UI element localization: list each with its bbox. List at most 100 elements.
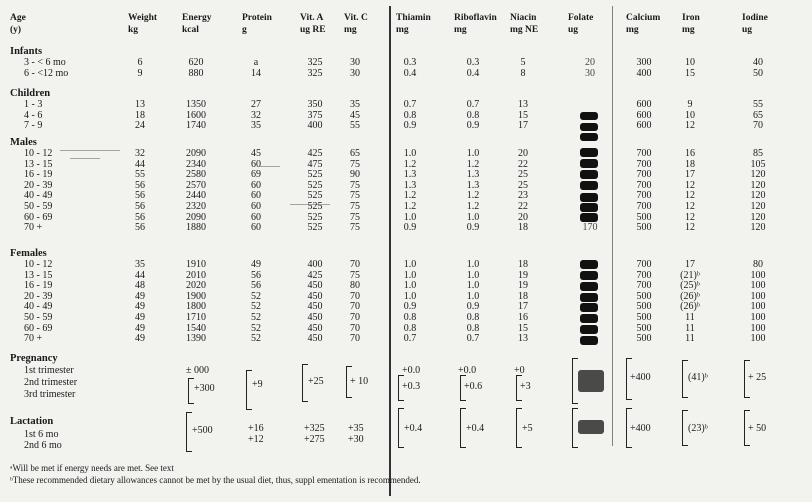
cell-value: 35 (135, 259, 145, 270)
cell-value: 49 (135, 333, 145, 345)
cell-value: 425 (307, 148, 323, 159)
cell-value: 100 (750, 290, 766, 302)
cell-value: 0.8 (466, 109, 480, 121)
cell-value: 25 (518, 179, 528, 191)
footnote: ᵇThese recommended dietary allowances ca… (10, 475, 421, 485)
cell-value: 11 (685, 322, 695, 334)
cell-value: + 50 (748, 423, 767, 434)
cell-value: 0.9 (466, 301, 480, 313)
cell-value: 52 (251, 290, 261, 302)
header-iodine: Iodine ug (742, 12, 768, 36)
cell-value: 500 (636, 312, 652, 323)
bracket (626, 408, 632, 448)
cell-value: (25)ᵇ (680, 280, 700, 292)
cell-value: +275 (304, 434, 325, 445)
cell-value: 1.0 (403, 211, 417, 223)
cell-value: 22 (518, 201, 528, 212)
cell-value: +30 (348, 434, 364, 445)
cell-value: 425 (307, 269, 323, 281)
cell-value: 450 (307, 333, 323, 345)
cell-value: 70 (350, 301, 360, 313)
cell-value: 300 (636, 57, 652, 68)
cell-value: 52 (251, 312, 261, 323)
cell-value: 450 (307, 280, 323, 292)
cell-value: 325 (307, 67, 323, 79)
cell-value: +3 (520, 381, 531, 392)
cell-value: 30 (585, 67, 595, 79)
header-line1: Vit. C (344, 13, 368, 23)
cell-value: 52 (251, 301, 261, 313)
cell-value: 1.0 (403, 269, 417, 281)
cell-value: 15 (518, 109, 528, 121)
header-line1: Riboflavin (454, 13, 497, 23)
cell-value: 35 (251, 120, 261, 132)
cell-value: 1.0 (466, 148, 480, 159)
cell-value: 50 (753, 67, 763, 79)
cell-value: + 25 (748, 372, 767, 383)
bracket (516, 408, 522, 448)
cell-value: 0.9 (403, 222, 417, 234)
folate-smudge (580, 159, 598, 168)
cell-value: 1.2 (403, 158, 417, 170)
cell-value: 32 (135, 148, 145, 159)
cell-value: 14 (251, 67, 261, 79)
header-line2: mg NE (510, 25, 539, 35)
cell-value: 44 (135, 269, 145, 281)
cell-value: 69 (251, 169, 261, 181)
folate-smudge (580, 213, 598, 222)
cell-value: 2440 (186, 190, 206, 202)
header-folate: Folate ug (568, 12, 593, 36)
bracket (460, 375, 466, 401)
cell-value: 0.9 (466, 120, 480, 132)
cell-value: +500 (192, 425, 213, 436)
cell-value: 120 (750, 169, 766, 181)
cell-value: +0.4 (404, 423, 423, 434)
cell-value: 1.0 (403, 259, 417, 270)
folate-smudge (580, 181, 598, 190)
cell-value: 70 (350, 290, 360, 302)
cell-value: 700 (636, 201, 652, 212)
cell-value: 100 (750, 333, 766, 345)
header-line1: Age (10, 13, 26, 23)
cell-value: +400 (630, 372, 651, 383)
section-title: Males (10, 137, 37, 148)
header-line2: ug RE (300, 25, 326, 35)
cell-value: 56 (135, 201, 145, 212)
scan-artifact (290, 204, 330, 205)
header-line2: g (242, 25, 247, 35)
cell-value: 2090 (186, 211, 206, 223)
cell-value: +0.6 (464, 381, 483, 392)
cell-value: 2090 (186, 148, 206, 159)
cell-value: 0.8 (466, 322, 480, 334)
bracket (572, 358, 578, 404)
cell-value: +0.0 (402, 365, 421, 376)
folate-smudge (580, 193, 598, 202)
cell-value: 1.0 (466, 269, 480, 281)
section-title: Lactation (10, 416, 54, 427)
header-line2: ug (742, 25, 753, 35)
cell-value: 0.9 (403, 301, 417, 313)
cell-value: 52 (251, 322, 261, 334)
cell-value: 11 (685, 333, 695, 345)
header-line2: ug (568, 25, 579, 35)
cell-value: 0.8 (403, 109, 417, 121)
cell-value: 100 (750, 312, 766, 323)
cell-value: 700 (636, 190, 652, 202)
row-label: 60 - 69 (24, 322, 53, 334)
cell-value: 60 (251, 190, 261, 202)
cell-value: +5 (522, 423, 533, 434)
cell-value: 0.8 (403, 312, 417, 323)
header-line1: Niacin (510, 13, 537, 23)
row-label: 40 - 49 (24, 301, 53, 313)
folate-smudge (580, 260, 598, 269)
row-label: 16 - 19 (24, 280, 53, 292)
cell-value: 16 (685, 148, 695, 159)
cell-value: 24 (135, 120, 145, 132)
cell-value: 18 (518, 290, 528, 302)
row-label: 20 - 39 (24, 179, 53, 191)
cell-value: 1.3 (466, 169, 480, 181)
cell-value: (41)ᵇ (688, 372, 708, 383)
row-label: 2nd 6 mo (24, 440, 62, 451)
cell-value: 400 (307, 259, 323, 270)
row-label: 10 - 12 (24, 148, 53, 159)
